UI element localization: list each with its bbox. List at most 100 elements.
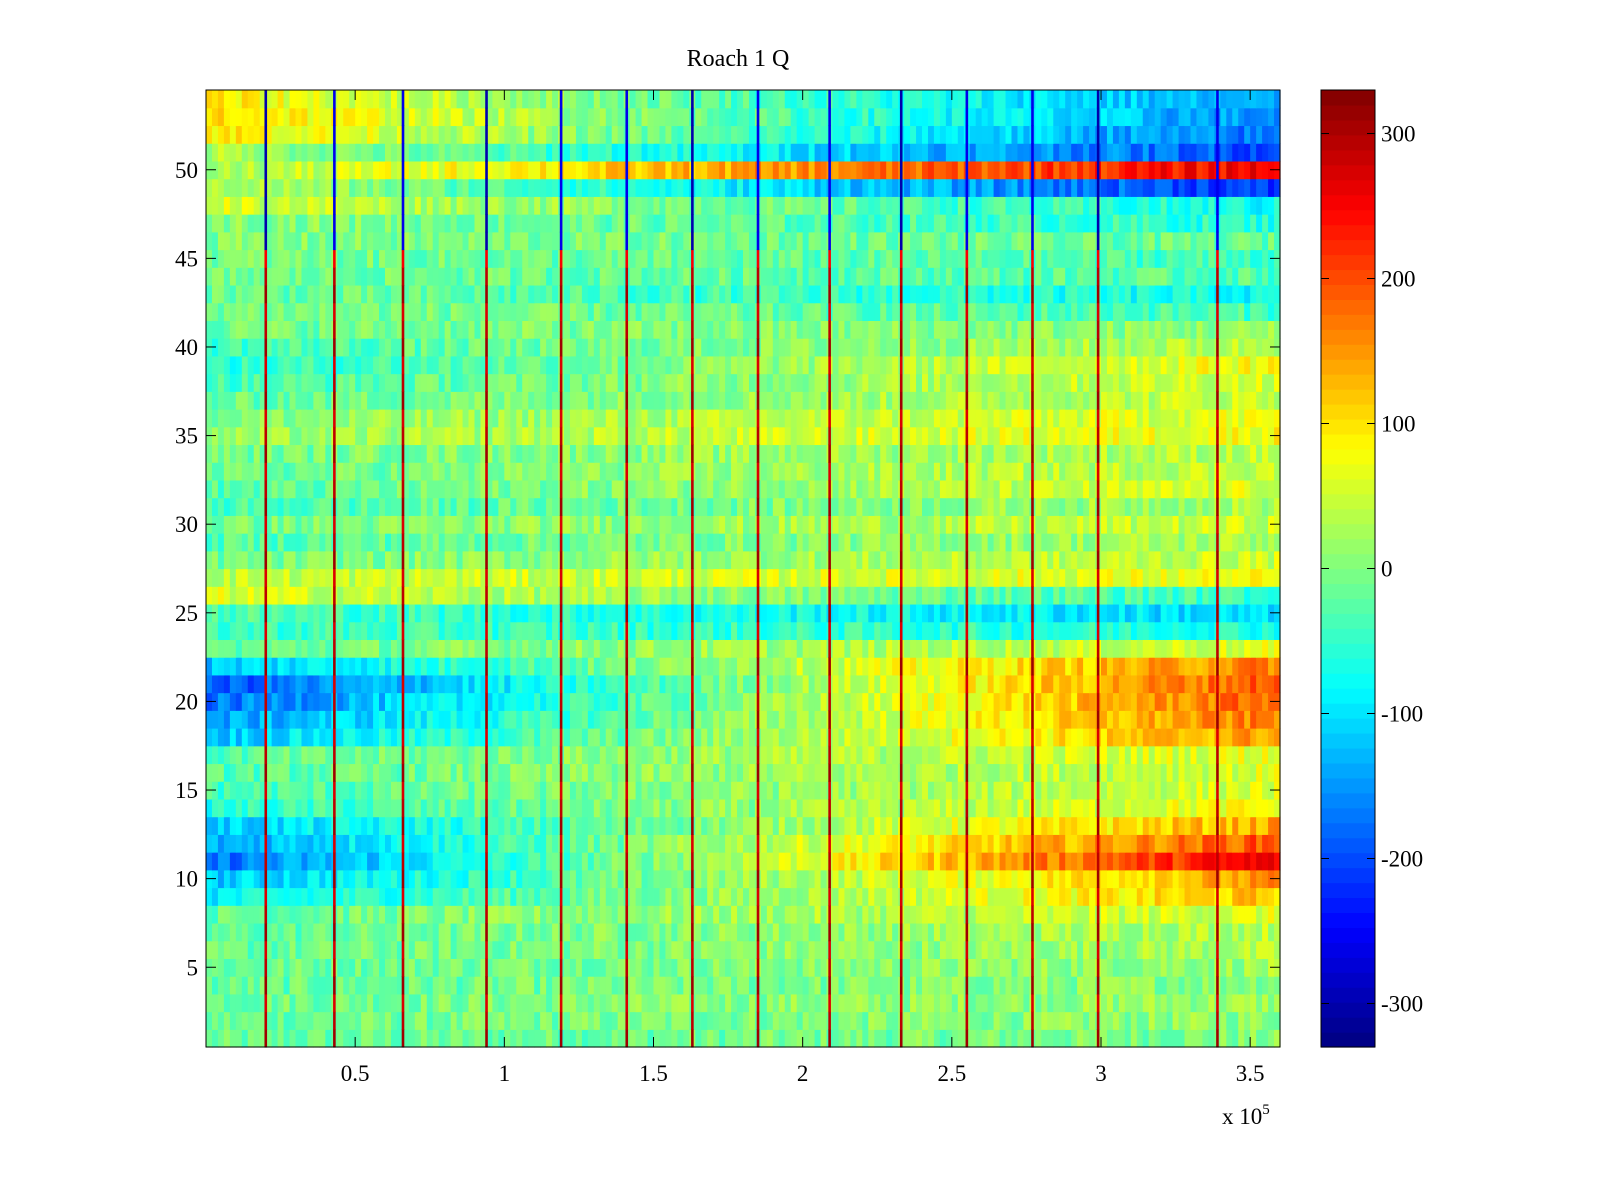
heatmap-cell <box>480 657 488 676</box>
heatmap-cell <box>629 745 637 765</box>
heatmap-cell <box>862 976 869 995</box>
heatmap-cell <box>993 940 1001 959</box>
heatmap-cell <box>1220 1029 1227 1048</box>
heatmap-cell <box>1065 781 1072 800</box>
heatmap-cell <box>450 922 458 942</box>
heatmap-cell <box>450 940 458 959</box>
heatmap-cell <box>516 603 523 623</box>
heatmap-cell <box>1154 763 1162 782</box>
heatmap-cell <box>1071 798 1078 818</box>
heatmap-cell <box>975 816 983 835</box>
heatmap-cell <box>874 728 881 747</box>
heatmap-cell <box>1160 657 1168 676</box>
heatmap-cell <box>701 993 708 1013</box>
heatmap-cell <box>611 763 619 782</box>
heatmap-cell <box>820 976 828 995</box>
heatmap-cell <box>1059 586 1066 605</box>
heatmap-cell <box>277 922 285 942</box>
heatmap-cell <box>289 1011 297 1030</box>
heatmap-cell <box>713 728 720 747</box>
heatmap-cell <box>808 852 816 871</box>
heatmap-cell <box>904 550 911 570</box>
heatmap-cell <box>1250 976 1257 995</box>
heatmap-cell <box>1256 922 1263 942</box>
heatmap-cell <box>850 657 857 676</box>
heatmap-cell <box>373 958 380 977</box>
heatmap-cell <box>1083 869 1090 889</box>
heatmap-cell <box>587 586 595 605</box>
heatmap-cell <box>659 1011 667 1030</box>
heatmap-cell <box>432 586 440 605</box>
heatmap-cell <box>802 798 810 818</box>
heatmap-cell <box>247 550 255 570</box>
heatmap-cell <box>695 958 702 977</box>
heatmap-cell <box>468 869 476 889</box>
heatmap-cell <box>910 781 917 800</box>
heatmap-cell <box>522 887 529 906</box>
heatmap-cell <box>874 905 881 924</box>
heatmap-cell <box>784 798 792 818</box>
heatmap-cell <box>796 887 804 906</box>
heatmap-cell <box>498 710 505 729</box>
heatmap-cell <box>820 745 828 765</box>
heatmap-cell <box>414 781 422 800</box>
heatmap-cell <box>778 728 786 747</box>
heatmap-cell <box>337 1011 344 1030</box>
heatmap-cell <box>880 905 887 924</box>
heatmap-cell <box>313 798 320 818</box>
heatmap-cell <box>743 692 750 711</box>
heatmap-cell <box>832 621 840 640</box>
heatmap-cell <box>862 674 869 694</box>
heatmap-cell <box>223 692 231 711</box>
heatmap-cell <box>850 728 857 747</box>
heatmap-cell <box>868 745 875 765</box>
heatmap-cell <box>611 674 619 694</box>
heatmap-cell <box>223 781 231 800</box>
heatmap-cell <box>844 1029 851 1048</box>
heatmap-cell <box>349 710 356 729</box>
heatmap-cell <box>295 781 303 800</box>
heatmap-cell <box>217 763 225 782</box>
heatmap-cell <box>838 639 846 658</box>
heatmap-cell <box>343 692 350 711</box>
heatmap-cell <box>671 745 678 765</box>
heatmap-cell <box>707 852 714 871</box>
heatmap-cell <box>719 692 726 711</box>
heatmap-cell <box>1190 568 1198 587</box>
heatmap-cell <box>444 550 452 570</box>
heatmap-cell <box>325 745 332 765</box>
heatmap-cell <box>522 568 529 587</box>
heatmap-cell <box>337 869 344 889</box>
heatmap-cell <box>957 834 965 853</box>
heatmap-cell <box>349 639 356 658</box>
heatmap-cell <box>1256 816 1263 835</box>
heatmap-cell <box>1202 922 1209 942</box>
heatmap-cell <box>1118 922 1126 942</box>
heatmap-cell <box>856 745 863 765</box>
heatmap-cell <box>677 958 684 977</box>
heatmap-cell <box>1017 798 1025 818</box>
heatmap-cell <box>922 550 929 570</box>
heatmap-cell <box>856 728 863 747</box>
heatmap-cell <box>1017 657 1025 676</box>
heatmap-cell <box>259 674 267 694</box>
heatmap-cell <box>599 816 607 835</box>
heatmap-cell <box>665 1011 672 1030</box>
heatmap-cell <box>414 674 422 694</box>
heatmap-cell <box>611 958 619 977</box>
heatmap-cell <box>1142 869 1150 889</box>
heatmap-cell <box>975 550 983 570</box>
heatmap-cell <box>1148 674 1156 694</box>
heatmap-cell <box>993 550 1001 570</box>
heatmap-cell <box>1232 834 1239 853</box>
heatmap-cell <box>790 1029 798 1048</box>
heatmap-cell <box>1071 869 1078 889</box>
heatmap-cell <box>426 1029 434 1048</box>
heatmap-cell <box>540 745 547 765</box>
heatmap-cell <box>1083 993 1090 1013</box>
heatmap-cell <box>325 816 332 835</box>
heatmap-cell <box>838 834 846 853</box>
heatmap-cell <box>641 674 649 694</box>
heatmap-cell <box>969 958 977 977</box>
heatmap-cell <box>247 1011 255 1030</box>
